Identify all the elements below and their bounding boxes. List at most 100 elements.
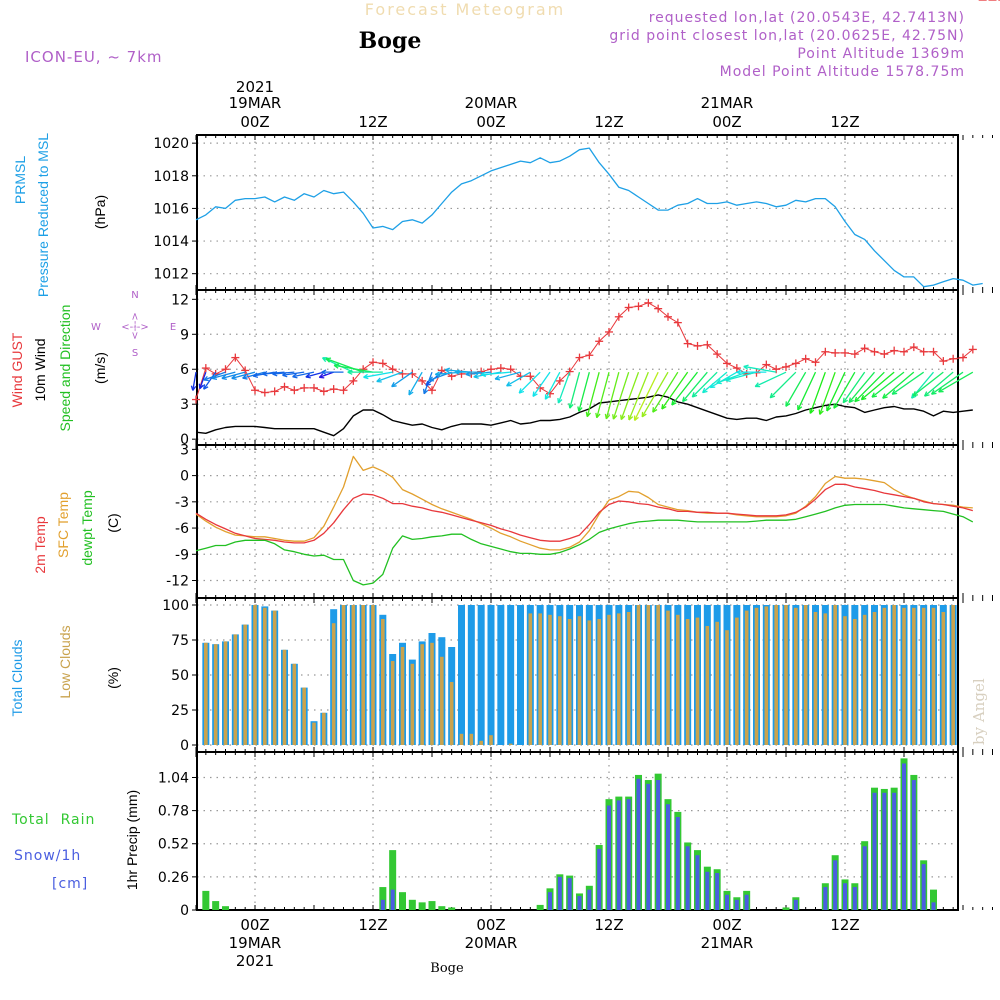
credit: by Angel [970, 678, 988, 745]
wind-vector [628, 371, 649, 421]
wind-vector-head [347, 371, 353, 375]
wind-vector [494, 371, 521, 381]
wind-vector-shaft [860, 371, 895, 401]
gust-marker [732, 364, 741, 373]
wind-vector-head [444, 367, 451, 371]
low-cloud-bar [410, 663, 415, 745]
top-tick-12z-2: 12Z [594, 113, 623, 131]
rain-bar [222, 906, 229, 910]
snow-bar [921, 864, 926, 910]
wind-vector-head [231, 377, 237, 380]
wind-vector [454, 369, 482, 375]
compass-arrow-v: <---> [130, 312, 141, 340]
wind-vector [743, 364, 777, 373]
wind-vector-head [924, 391, 928, 397]
low-cloud-bar [823, 613, 828, 745]
wind-vector-head [641, 413, 647, 418]
snow-bar [587, 889, 592, 910]
wind-vector-head [545, 395, 550, 400]
y-tick-label: 1.04 [158, 770, 189, 786]
low-cloud-bar [636, 605, 641, 745]
gust-marker [428, 386, 436, 395]
wind-vector-head [272, 373, 278, 377]
wind-vector-head [671, 402, 677, 406]
wind-vector-shaft [871, 371, 905, 398]
wind-vector [797, 371, 817, 411]
wind-vector-shaft [231, 371, 256, 380]
low-cloud-bar [548, 614, 552, 745]
wind-vector-shaft [702, 371, 728, 394]
wind-vector-shaft [641, 371, 669, 418]
wind-vector-head [842, 397, 845, 403]
wind-vector [842, 371, 866, 404]
wind-vector-head [826, 407, 832, 412]
wind-vector-head [661, 403, 664, 410]
y-tick-label: 12 [171, 292, 189, 308]
wind-vector-head [568, 403, 571, 409]
compass-icon: N S W E <---> <---> [91, 290, 176, 359]
wind-vector [671, 371, 699, 406]
bottom-tick-00z-3: 00Z [712, 916, 741, 934]
wind-vector-head [809, 409, 815, 414]
wind-vector-shaft [661, 371, 689, 410]
y-tick-label: -9 [175, 547, 189, 563]
wind-vector [652, 371, 679, 413]
gust-marker [801, 354, 810, 363]
wind-vector-head [282, 374, 288, 378]
low-cloud-bar [597, 619, 601, 745]
wind-vector-shaft [319, 371, 334, 379]
wind-vector-shaft [709, 371, 738, 389]
wind-vector [363, 371, 393, 380]
wind-vector [620, 371, 640, 421]
wind-vector-shaft [465, 371, 492, 376]
wind-vector-head [391, 381, 395, 387]
snow-bar [734, 899, 739, 910]
low-cloud-bar [243, 624, 247, 745]
wind-vector-head [333, 363, 340, 366]
y-tick-label: 9 [180, 327, 189, 343]
snow-bar [793, 899, 798, 910]
bottom-tick-12z-2: 12Z [594, 916, 623, 934]
wind-vector-head [716, 379, 721, 384]
wind-vector-shaft [305, 371, 325, 378]
y-tick-label: 25 [171, 703, 189, 719]
wind-vector [292, 371, 315, 379]
wind-vector-head [682, 398, 688, 403]
wind-vector [321, 369, 344, 375]
snow-bar [390, 889, 395, 910]
snow-bar [882, 792, 887, 910]
wind-vector-head [322, 357, 327, 363]
snow-bar [872, 792, 877, 910]
gust-marker [378, 359, 387, 368]
wind-vector-shaft [569, 371, 581, 409]
wind-vector [305, 371, 325, 379]
rain-bar [930, 889, 937, 910]
wind-vector-shaft [494, 371, 521, 380]
wind-vector-head [325, 357, 332, 360]
gust-marker [713, 350, 722, 359]
wind-vector-head [692, 394, 698, 398]
clouds-units: (%) [105, 667, 121, 689]
low-cloud-bar [204, 642, 208, 745]
snow-bar [685, 846, 690, 910]
wind-vector-head [454, 369, 460, 373]
low-cloud-bar [882, 607, 887, 745]
snow-bar [911, 780, 916, 910]
wind-vector-shaft [882, 371, 915, 399]
wind-label: 10m Wind [32, 338, 48, 401]
low-cloud-bar [538, 613, 542, 745]
wind-vector [465, 371, 492, 377]
gust-marker [280, 382, 289, 391]
low-cloud-bar [774, 605, 778, 745]
y-tick-label: 0 [180, 432, 189, 448]
gust-marker [575, 353, 584, 362]
wind-vector-shaft [612, 371, 630, 420]
pressure-label: Pressure Reduced to MSL [35, 133, 51, 297]
sfc-temp-line [195, 455, 973, 551]
wind-vector-shaft [620, 371, 640, 420]
wind-vector-shaft [506, 371, 531, 387]
gust-marker [860, 344, 869, 353]
total-clouds-label: Total Clouds [9, 639, 25, 716]
wind-vector-shaft [682, 371, 708, 402]
wind-vector [736, 369, 767, 375]
